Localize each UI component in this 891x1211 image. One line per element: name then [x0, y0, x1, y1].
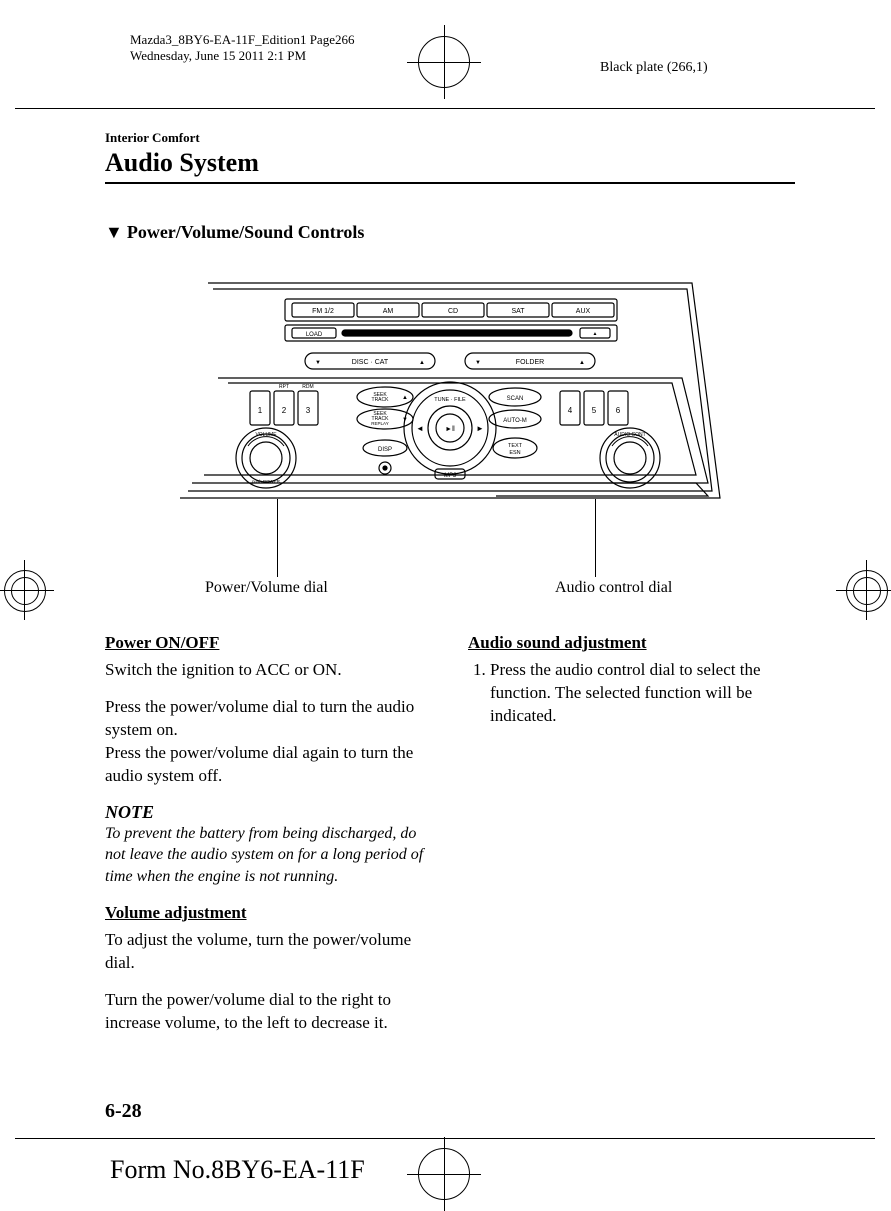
section-title: Audio System: [105, 148, 795, 178]
svg-text:►: ►: [476, 424, 484, 433]
svg-text:▲: ▲: [593, 331, 598, 337]
callout-line-left: [277, 499, 278, 577]
meta-line-2: Wednesday, June 15 2011 2:1 PM: [130, 48, 354, 64]
svg-text:TEXT: TEXT: [508, 443, 523, 449]
svg-text:►‖: ►‖: [445, 426, 455, 433]
svg-text:1: 1: [258, 406, 263, 415]
heading-audio-adj: Audio sound adjustment: [468, 633, 793, 653]
svg-text:AUX: AUX: [576, 308, 591, 315]
crop-mark-right-icon: [846, 570, 886, 610]
svg-text:FM 1/2: FM 1/2: [312, 308, 334, 315]
svg-text:ESN: ESN: [509, 450, 520, 456]
sub-heading: ▼Power/Volume/Sound Controls: [105, 222, 795, 243]
svg-text:RPT: RPT: [279, 384, 289, 390]
svg-text:AUDIO CONT: AUDIO CONT: [614, 432, 645, 438]
svg-text:▼: ▼: [475, 360, 481, 366]
form-number: Form No.8BY6-EA-11F: [110, 1155, 365, 1185]
top-rule: [15, 108, 875, 109]
svg-text:AUTO-M: AUTO-M: [503, 418, 527, 424]
svg-text:MP3: MP3: [444, 473, 457, 479]
svg-text:◄: ◄: [416, 424, 424, 433]
body-columns: Power ON/OFF Switch the ignition to ACC …: [105, 633, 795, 1049]
para-vol-direction: Turn the power/volume dial to the right …: [105, 989, 430, 1035]
svg-text:TUNE · FILE: TUNE · FILE: [434, 397, 466, 403]
para-vol-turn: To adjust the volume, turn the power/vol…: [105, 929, 430, 975]
page-content: Interior Comfort Audio System ▼Power/Vol…: [105, 130, 795, 1049]
svg-text:6: 6: [616, 406, 621, 415]
bottom-rule: [15, 1138, 875, 1139]
page-number: 6-28: [105, 1100, 142, 1123]
svg-text:DISP: DISP: [378, 447, 392, 453]
svg-text:▲: ▲: [419, 360, 425, 366]
crop-mark-bottom-icon: [418, 1148, 470, 1200]
callout-line-right: [595, 499, 596, 577]
audio-adj-item-1: Press the audio control dial to select t…: [490, 659, 793, 728]
svg-text:VOLUME: VOLUME: [255, 432, 277, 438]
header-plate: Black plate (266,1): [600, 60, 708, 76]
svg-text:3: 3: [306, 406, 311, 415]
svg-text:5: 5: [592, 406, 597, 415]
heading-power-onoff: Power ON/OFF: [105, 633, 430, 653]
right-column: Audio sound adjustment Press the audio c…: [468, 633, 793, 1049]
section-tag: Interior Comfort: [105, 130, 795, 146]
radio-diagram: FM 1/2 AM CD SAT AUX LOAD ▲ DISC · CAT ▼ ▲ F…: [105, 273, 795, 603]
heading-volume-adj: Volume adjustment: [105, 903, 430, 923]
triangle-icon: ▼: [105, 222, 123, 243]
note-body: To prevent the battery from being discha…: [105, 823, 430, 888]
header-meta: Mazda3_8BY6-EA-11F_Edition1 Page266 Wedn…: [130, 32, 354, 65]
svg-text:CD: CD: [448, 308, 458, 315]
svg-text:LOAD: LOAD: [306, 332, 323, 338]
title-rule: [105, 182, 795, 184]
audio-adj-list: Press the audio control dial to select t…: [468, 659, 793, 728]
callout-label-right: Audio control dial: [555, 579, 672, 597]
svg-text:4: 4: [568, 406, 573, 415]
svg-text:push POWER: push POWER: [252, 479, 281, 484]
svg-text:SAT: SAT: [511, 308, 525, 315]
svg-text:AM: AM: [383, 308, 394, 315]
para-press-on: Press the power/volume dial to turn the …: [105, 696, 430, 742]
left-column: Power ON/OFF Switch the ignition to ACC …: [105, 633, 430, 1049]
svg-text:FOLDER: FOLDER: [516, 359, 544, 366]
svg-text:RDM: RDM: [302, 384, 313, 390]
crop-mark-left-icon: [4, 570, 44, 610]
sub-heading-text: Power/Volume/Sound Controls: [127, 222, 365, 242]
note-title: NOTE: [105, 802, 430, 823]
svg-text:SCAN: SCAN: [507, 396, 524, 402]
para-press-off: Press the power/volume dial again to tur…: [105, 742, 430, 788]
svg-text:▲: ▲: [579, 360, 585, 366]
meta-line-1: Mazda3_8BY6-EA-11F_Edition1 Page266: [130, 32, 354, 48]
svg-text:REPLAY: REPLAY: [371, 421, 388, 426]
svg-text:▼: ▼: [315, 360, 321, 366]
svg-text:▲: ▲: [402, 395, 408, 401]
svg-text:TRACK: TRACK: [372, 397, 390, 403]
para-ignition: Switch the ignition to ACC or ON.: [105, 659, 430, 682]
svg-text:DISC · CAT: DISC · CAT: [352, 359, 389, 366]
callout-label-left: Power/Volume dial: [205, 579, 328, 597]
crop-mark-top-icon: [418, 36, 470, 88]
svg-text:2: 2: [282, 406, 287, 415]
radio-panel-icon: FM 1/2 AM CD SAT AUX LOAD ▲ DISC · CAT ▼ ▲ F…: [160, 273, 740, 533]
